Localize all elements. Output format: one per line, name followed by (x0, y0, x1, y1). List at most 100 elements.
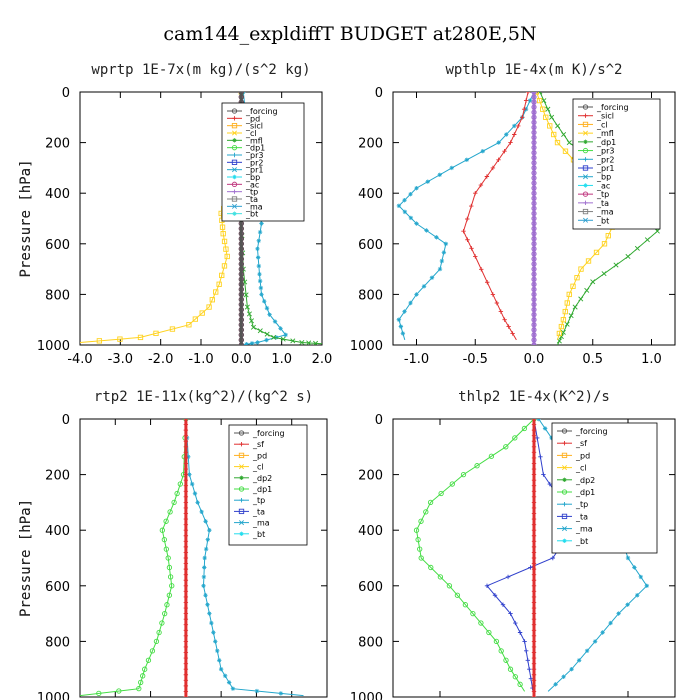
series-marker (517, 681, 523, 687)
y-tick-label: 0 (375, 86, 383, 101)
series-marker (512, 674, 518, 680)
legend-marker (232, 138, 237, 143)
series-marker (490, 165, 496, 171)
series-line-tp (398, 92, 535, 341)
series-marker (238, 266, 244, 272)
series-marker (531, 215, 537, 222)
legend-label: _sicl (596, 112, 614, 121)
series-marker (166, 564, 173, 571)
series-marker (558, 334, 564, 340)
legend-marker (562, 538, 567, 543)
series-line-dp1 (415, 419, 535, 692)
series-marker (163, 546, 169, 552)
y-tick-label: 600 (358, 580, 383, 595)
series-marker (531, 195, 537, 201)
series-marker (116, 688, 122, 694)
legend-label: _forcing (245, 107, 278, 116)
series-marker (531, 444, 537, 449)
series-marker (195, 500, 200, 505)
series-marker (600, 630, 605, 635)
legend-label: _ta (245, 195, 258, 204)
panel-title: rtp2 1E-11x(kg^2)/(kg^2 s) (94, 389, 313, 405)
series-marker (507, 666, 514, 672)
series-marker (523, 98, 529, 103)
legend-label: _pr1 (245, 166, 263, 175)
series-line-dp1 (462, 92, 529, 341)
legend-marker (239, 498, 244, 503)
legend-label: _sf (575, 439, 587, 448)
series-marker (531, 433, 537, 438)
series-marker (183, 616, 189, 622)
series-marker (531, 419, 537, 422)
series-marker (183, 444, 189, 449)
x-tick-label: -3.0 (108, 352, 133, 367)
legend-marker (582, 191, 589, 197)
series-marker (531, 511, 537, 516)
series-marker (402, 209, 408, 215)
series-marker (527, 98, 533, 103)
series-marker (183, 650, 189, 655)
y-tick-label: 400 (45, 524, 70, 539)
legend-label: _tp (245, 188, 258, 197)
y-tick-label: 1000 (350, 339, 383, 354)
series-marker (531, 422, 537, 427)
series-marker (523, 648, 529, 654)
series-marker (531, 616, 537, 622)
series-marker (531, 466, 537, 472)
series-marker (183, 419, 189, 422)
series-marker (183, 678, 189, 683)
series-marker (531, 427, 537, 433)
series-marker (531, 165, 537, 171)
legend-label: _bt (252, 530, 265, 539)
series-marker (549, 435, 554, 441)
legend-marker (583, 157, 588, 162)
series-marker (248, 318, 255, 324)
series-marker (461, 228, 466, 234)
series-marker (96, 690, 102, 697)
series-marker (531, 185, 537, 191)
series-marker (183, 427, 189, 433)
series-marker (503, 444, 509, 450)
series-marker (531, 139, 537, 146)
series-marker (254, 688, 260, 694)
legend-label: _tp (575, 500, 588, 509)
series-marker (259, 221, 264, 226)
series-marker (159, 527, 165, 533)
legend-label: _sf (252, 440, 264, 449)
series-marker (531, 225, 537, 232)
series-marker (209, 297, 215, 303)
series-marker (183, 528, 189, 533)
series-marker (541, 98, 547, 104)
x-tick-label: -0.5 (463, 352, 488, 367)
series-marker (153, 638, 160, 645)
series-marker (414, 221, 419, 226)
series-marker (460, 471, 467, 478)
series-marker (183, 466, 189, 472)
series-marker (417, 546, 423, 552)
series-marker (183, 605, 189, 611)
y-tick-label: 600 (358, 238, 383, 253)
series-marker (556, 330, 563, 337)
series-marker (402, 309, 407, 314)
series-marker (183, 455, 189, 461)
y-tick-label: 600 (45, 580, 70, 595)
legend-marker (238, 508, 245, 515)
series-marker (490, 292, 496, 297)
series-marker (163, 518, 169, 524)
series-marker (219, 224, 226, 230)
y-tick-label: 800 (45, 635, 70, 650)
legend-label: _forcing (596, 103, 629, 112)
series-marker (531, 94, 537, 100)
series-marker (414, 292, 419, 297)
series-marker (584, 287, 590, 293)
series-marker (183, 633, 189, 639)
series-marker (531, 650, 537, 655)
series-marker (538, 454, 543, 460)
series-marker (186, 322, 192, 328)
x-tick-label: 0.5 (582, 352, 603, 367)
series-marker (531, 539, 537, 544)
series-marker (264, 331, 270, 337)
series-marker (159, 620, 165, 626)
series-marker (531, 327, 537, 333)
series-marker (531, 276, 537, 282)
